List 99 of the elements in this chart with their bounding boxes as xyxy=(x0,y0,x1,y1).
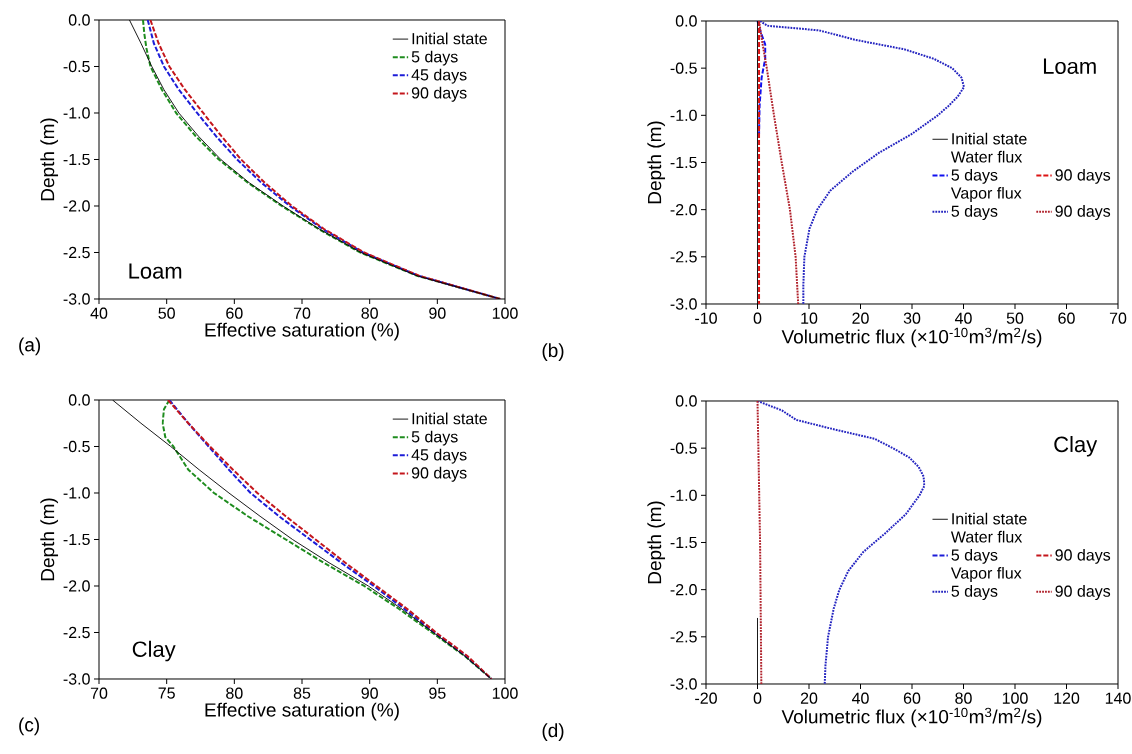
y-axis-title: Depth (m) xyxy=(40,118,59,201)
y-tick-label: 0.0 xyxy=(675,395,697,407)
y-tick-label: -0.5 xyxy=(670,442,697,454)
x-tick-label: 40 xyxy=(90,307,108,319)
text: (b) xyxy=(542,343,564,361)
x-tick-label: 30 xyxy=(903,312,921,324)
y-tick-label: -3.0 xyxy=(670,298,697,310)
legend-label: 5 days xyxy=(411,430,458,446)
y-tick-label: -1.0 xyxy=(670,489,697,501)
x-tick-label: 50 xyxy=(158,307,175,319)
x-tick-label: -20 xyxy=(695,692,717,704)
legend-label: 90 days xyxy=(1055,168,1111,184)
text: (c) xyxy=(19,717,39,736)
y-tick-label: 0.0 xyxy=(68,394,90,406)
legend-label: 90 days xyxy=(1055,205,1111,221)
y-axis-title: Depth (m) xyxy=(647,501,666,584)
x-tick-label: 90 xyxy=(429,307,446,319)
y-axis-title: Depth (m) xyxy=(647,121,666,204)
x-axis-title: Effective saturation (%) xyxy=(205,702,399,721)
x-tick-label: -10 xyxy=(695,312,717,324)
legend-label: 5 days xyxy=(951,585,998,601)
legend-label: 90 days xyxy=(411,466,467,482)
y-tick-label: -1.5 xyxy=(63,533,90,546)
annotation: Water flux xyxy=(950,530,1023,543)
x-tick-label: 20 xyxy=(800,692,818,704)
x-tick-label: 70 xyxy=(293,307,311,319)
x-axis-title: Effective saturation (%) xyxy=(205,322,399,341)
y-tick-label: -1.0 xyxy=(63,107,90,119)
x-tick-label: 10 xyxy=(801,312,818,324)
x-tick-label: 120 xyxy=(1054,692,1080,704)
y-tick-label: -3.0 xyxy=(670,678,697,690)
y-tick-label: -2.5 xyxy=(63,626,90,639)
y-tick-label: 0.0 xyxy=(675,15,697,27)
line-series xyxy=(758,20,800,304)
y-tick-label: 0.0 xyxy=(68,14,90,26)
y-tick-label: -3.0 xyxy=(63,673,90,685)
text: (a) xyxy=(19,337,41,356)
x-tick-label: 100 xyxy=(1002,692,1028,704)
y-tick-label: -0.5 xyxy=(63,60,90,73)
x-tick-label: 90 xyxy=(361,687,378,699)
y-tick-label: -0.5 xyxy=(63,440,90,453)
y-axis-title: Depth (m) xyxy=(40,498,59,581)
x-tick-label: 95 xyxy=(429,687,446,699)
x-axis-title: Volumetric flux (×10$^{-10}$m$^{3}$/m$^{2}$/s) xyxy=(781,707,1042,728)
x-tick-label: 60 xyxy=(1058,312,1075,324)
x-tick-label: 40 xyxy=(954,312,972,324)
legend-label: Initial state xyxy=(412,32,487,45)
x-tick-label: 100 xyxy=(492,687,518,699)
legend-label: 90 days xyxy=(411,86,467,102)
annotation: Clay xyxy=(132,640,176,662)
x-tick-label: 70 xyxy=(90,687,108,699)
x-tick-label: 70 xyxy=(1109,312,1127,324)
legend-label: Initial state xyxy=(952,132,1027,145)
x-tick-label: 40 xyxy=(851,692,869,704)
annotation: Vapor flux xyxy=(950,567,1022,582)
legend-label: 45 days xyxy=(411,448,467,464)
legend-label: Initial state xyxy=(952,512,1027,525)
legend-label: Initial state xyxy=(412,412,487,425)
x-tick-label: 85 xyxy=(293,687,311,699)
x-tick-label: 20 xyxy=(852,312,869,324)
annotation: Loam xyxy=(129,263,182,279)
y-tick-label: -1.0 xyxy=(670,109,697,121)
x-tick-label: 0 xyxy=(753,312,762,324)
y-tick-label: -3.0 xyxy=(63,293,90,305)
annotation: Vapor flux xyxy=(950,187,1022,202)
y-tick-label: -1.5 xyxy=(670,156,697,169)
y-tick-label: -2.5 xyxy=(670,251,697,263)
x-tick-label: 100 xyxy=(492,307,518,319)
y-tick-label: -2.5 xyxy=(63,246,90,259)
y-tick-label: -2.0 xyxy=(670,583,697,596)
legend-label: 5 days xyxy=(951,168,998,184)
y-tick-label: -1.5 xyxy=(63,153,90,166)
y-tick-label: -1.0 xyxy=(63,487,90,499)
x-axis-title: Volumetric flux (×10$^{-10}$m$^{3}$/m$^{2}$/s) xyxy=(781,327,1042,348)
x-tick-label: 50 xyxy=(1006,312,1024,324)
text: (d) xyxy=(542,723,564,741)
x-tick-label: 60 xyxy=(903,692,921,704)
annotation: Loam xyxy=(1043,58,1096,74)
legend-label: 5 days xyxy=(951,548,998,564)
x-tick-label: 60 xyxy=(226,307,243,319)
x-tick-label: 80 xyxy=(226,687,243,699)
x-tick-label: 75 xyxy=(158,687,175,699)
y-tick-label: -2.0 xyxy=(63,580,90,592)
annotation: Water flux xyxy=(950,150,1023,163)
legend-label: 90 days xyxy=(1055,585,1111,601)
y-tick-label: -0.5 xyxy=(670,62,697,74)
y-tick-label: -2.0 xyxy=(670,204,697,216)
y-tick-label: -1.5 xyxy=(670,536,697,549)
x-tick-label: 80 xyxy=(361,307,378,319)
x-tick-label: 0 xyxy=(753,692,762,704)
legend-label: 45 days xyxy=(411,68,467,84)
x-tick-label: 140 xyxy=(1105,692,1131,704)
y-tick-label: -2.0 xyxy=(63,200,90,212)
x-tick-label: 80 xyxy=(955,692,972,704)
legend-label: 5 days xyxy=(411,50,458,66)
legend-label: 90 days xyxy=(1055,548,1111,564)
y-tick-label: -2.5 xyxy=(670,631,697,643)
annotation: Clay xyxy=(1054,436,1098,457)
legend-label: 5 days xyxy=(951,205,998,221)
